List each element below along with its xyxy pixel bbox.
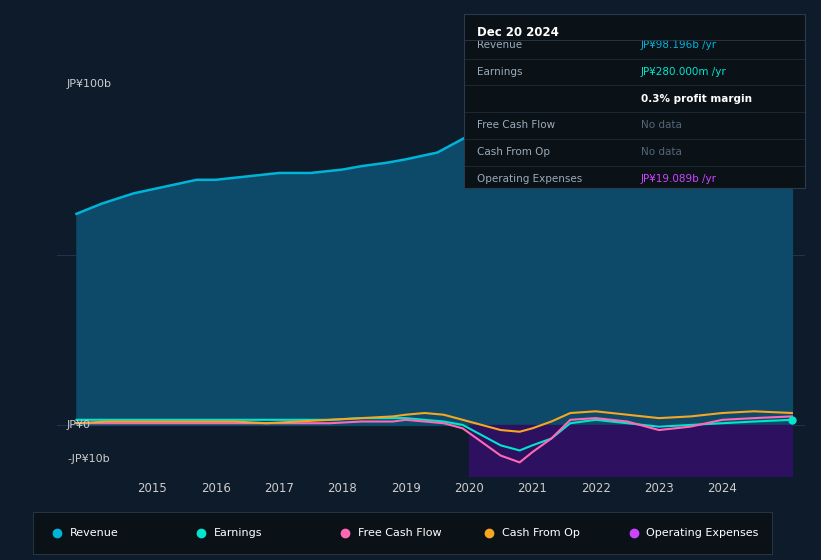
Text: Free Cash Flow: Free Cash Flow	[478, 120, 556, 130]
Text: Cash From Op: Cash From Op	[478, 147, 551, 157]
Text: Operating Expenses: Operating Expenses	[646, 529, 759, 538]
Text: JP¥19.089b /yr: JP¥19.089b /yr	[641, 174, 717, 184]
Text: Revenue: Revenue	[478, 40, 523, 50]
Text: Cash From Op: Cash From Op	[502, 529, 580, 538]
Text: Earnings: Earnings	[478, 67, 523, 77]
Text: -JP¥10b: -JP¥10b	[67, 454, 109, 464]
Text: Operating Expenses: Operating Expenses	[478, 174, 583, 184]
Text: No data: No data	[641, 147, 682, 157]
Text: Earnings: Earnings	[213, 529, 263, 538]
Text: 0.3% profit margin: 0.3% profit margin	[641, 94, 752, 104]
Text: Revenue: Revenue	[70, 529, 118, 538]
Text: JP¥100b: JP¥100b	[67, 80, 112, 90]
Text: No data: No data	[641, 120, 682, 130]
Text: JP¥280.000m /yr: JP¥280.000m /yr	[641, 67, 727, 77]
Text: JP¥0: JP¥0	[67, 420, 91, 430]
Text: Dec 20 2024: Dec 20 2024	[478, 26, 559, 39]
Text: JP¥98.196b /yr: JP¥98.196b /yr	[641, 40, 718, 50]
Text: Free Cash Flow: Free Cash Flow	[358, 529, 442, 538]
